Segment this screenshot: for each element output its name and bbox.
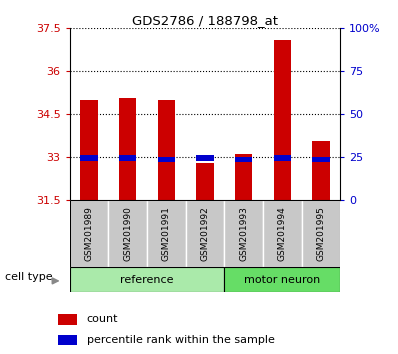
Text: GSM201990: GSM201990 <box>123 206 132 261</box>
Bar <box>158 156 175 162</box>
Bar <box>158 100 175 200</box>
Bar <box>70 267 224 292</box>
Bar <box>196 163 214 200</box>
Bar <box>80 155 98 160</box>
Bar <box>235 154 252 200</box>
Bar <box>147 200 185 267</box>
Bar <box>58 335 77 345</box>
Bar <box>273 40 291 200</box>
Text: count: count <box>87 314 118 324</box>
Text: GSM201989: GSM201989 <box>84 206 94 261</box>
Text: GSM201995: GSM201995 <box>316 206 326 261</box>
Bar <box>312 141 330 200</box>
Bar <box>70 200 108 267</box>
Bar <box>108 200 147 267</box>
Bar <box>263 200 302 267</box>
Title: GDS2786 / 188798_at: GDS2786 / 188798_at <box>132 14 278 27</box>
Text: percentile rank within the sample: percentile rank within the sample <box>87 335 275 345</box>
Text: GSM201992: GSM201992 <box>201 206 209 261</box>
Bar <box>58 314 77 325</box>
Text: reference: reference <box>120 275 174 285</box>
Bar <box>119 155 137 160</box>
Bar <box>185 200 224 267</box>
Text: GSM201993: GSM201993 <box>239 206 248 261</box>
Bar <box>235 156 252 162</box>
Bar <box>302 200 340 267</box>
Text: GSM201991: GSM201991 <box>162 206 171 261</box>
Bar <box>119 98 137 200</box>
Text: cell type: cell type <box>5 272 53 282</box>
Bar <box>312 156 330 162</box>
Text: motor neuron: motor neuron <box>244 275 320 285</box>
Bar <box>273 155 291 160</box>
Bar <box>224 267 340 292</box>
Text: GSM201994: GSM201994 <box>278 206 287 261</box>
Bar <box>196 155 214 160</box>
Bar <box>80 100 98 200</box>
Bar <box>224 200 263 267</box>
